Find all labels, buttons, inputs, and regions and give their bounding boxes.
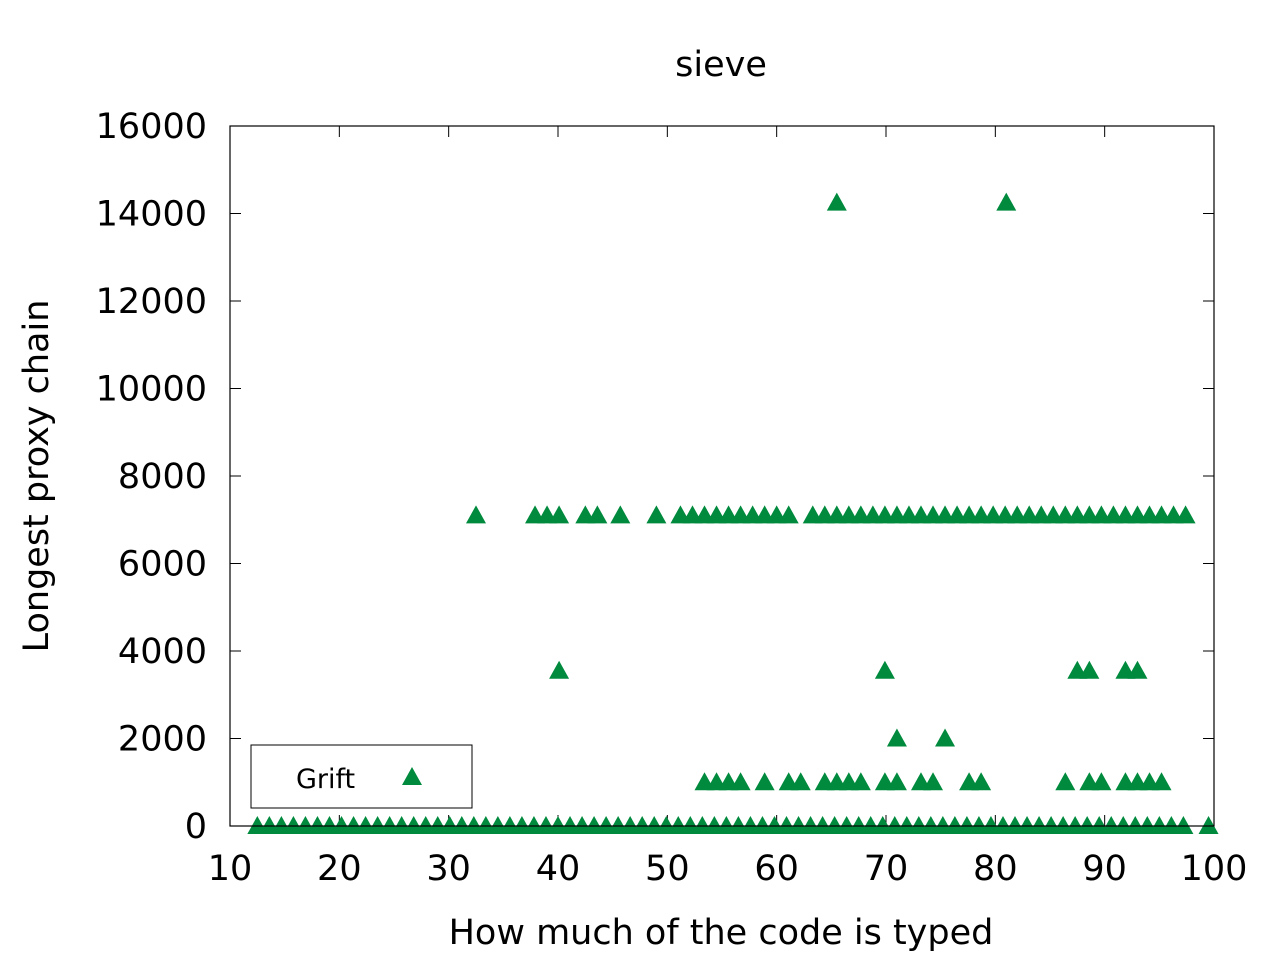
x-tick-label: 30 bbox=[426, 849, 471, 889]
data-point bbox=[730, 772, 751, 791]
data-point bbox=[935, 728, 956, 747]
x-tick-label: 60 bbox=[754, 849, 799, 889]
data-point bbox=[754, 772, 775, 791]
data-point bbox=[610, 505, 631, 524]
y-tick-label: 2000 bbox=[118, 720, 207, 760]
x-tick-label: 50 bbox=[645, 849, 690, 889]
y-tick-label: 4000 bbox=[118, 632, 207, 672]
data-point bbox=[778, 505, 799, 524]
x-tick-label: 10 bbox=[208, 849, 253, 889]
data-point bbox=[646, 505, 667, 524]
data-point bbox=[996, 192, 1017, 211]
y-axis-title: Longest proxy chain bbox=[17, 300, 57, 653]
data-point bbox=[1173, 816, 1194, 834]
data-point bbox=[549, 505, 570, 524]
data-point bbox=[971, 772, 992, 791]
data-point bbox=[466, 505, 486, 524]
legend: Grift bbox=[250, 744, 473, 809]
data-point bbox=[1079, 660, 1100, 679]
legend-box bbox=[250, 744, 473, 809]
y-tick-label: 10000 bbox=[96, 370, 207, 410]
data-point bbox=[1198, 816, 1219, 834]
axis-ticks: 10 20 30 40 50 60 70 80 90 100 0 2000 4000 6000 8000 10… bbox=[96, 107, 1248, 889]
data-point bbox=[826, 192, 847, 211]
x-tick-label: 100 bbox=[1181, 849, 1248, 889]
y-tick-label: 8000 bbox=[118, 457, 207, 497]
data-point bbox=[850, 772, 871, 791]
data-point bbox=[1055, 772, 1076, 791]
data-point bbox=[923, 772, 944, 791]
y-tick-label: 6000 bbox=[118, 545, 207, 585]
y-tick-label: 16000 bbox=[96, 107, 207, 147]
data-point bbox=[790, 772, 811, 791]
data-point bbox=[1175, 505, 1196, 524]
y-tick-label: 0 bbox=[185, 807, 207, 847]
data-points bbox=[247, 192, 1219, 834]
data-point bbox=[549, 660, 570, 679]
data-point bbox=[1127, 660, 1148, 679]
x-tick-label: 80 bbox=[973, 849, 1018, 889]
legend-marker-icon bbox=[402, 767, 422, 785]
x-tick-label: 40 bbox=[536, 849, 581, 889]
data-point bbox=[886, 772, 907, 791]
data-point bbox=[874, 660, 895, 679]
data-point bbox=[587, 505, 608, 524]
y-tick-label: 12000 bbox=[96, 282, 207, 322]
x-tick-label: 90 bbox=[1082, 849, 1127, 889]
x-tick-label: 20 bbox=[317, 849, 362, 889]
data-point bbox=[1091, 772, 1112, 791]
x-tick-label: 70 bbox=[864, 849, 909, 889]
plot-frame bbox=[229, 125, 1215, 827]
data-point bbox=[886, 728, 907, 747]
x-axis-title: How much of the code is typed bbox=[449, 913, 994, 953]
chart-title: sieve bbox=[675, 45, 767, 85]
y-tick-label: 14000 bbox=[96, 195, 207, 235]
legend-label: Grift bbox=[296, 764, 355, 795]
data-point bbox=[1151, 772, 1172, 791]
